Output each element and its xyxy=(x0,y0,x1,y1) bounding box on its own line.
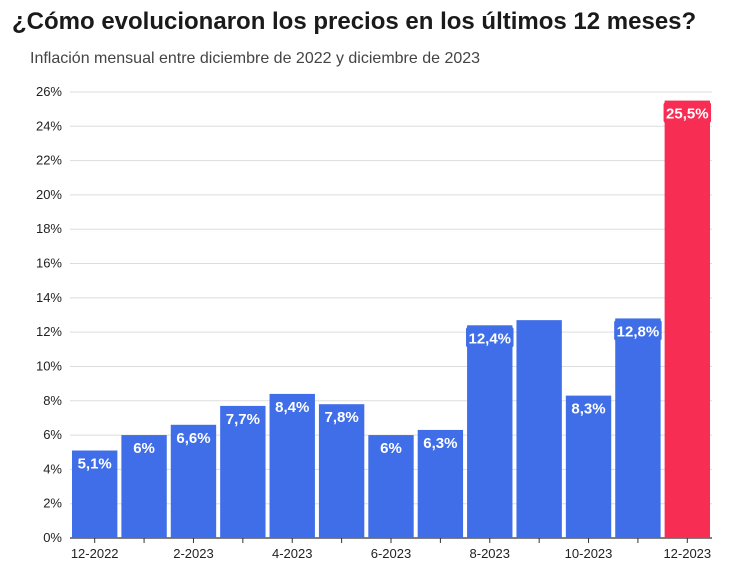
data-label: 6% xyxy=(133,440,155,457)
y-tick-label: 14% xyxy=(36,290,62,305)
data-label-bg xyxy=(223,407,263,428)
y-tick-label: 10% xyxy=(36,358,62,373)
data-label: 25,5% xyxy=(666,106,709,123)
x-tick-label: 8-2023 xyxy=(470,546,510,561)
data-label: 12,4% xyxy=(468,330,511,347)
y-tick-label: 8% xyxy=(43,393,62,408)
bar-12-2023 xyxy=(664,100,710,539)
data-label-bg xyxy=(322,406,362,427)
y-tick-label: 26% xyxy=(36,84,62,99)
data-label-bg xyxy=(75,452,115,473)
bar-4-2023 xyxy=(269,393,315,538)
y-tick-label: 22% xyxy=(36,153,62,168)
data-label: 8,4% xyxy=(275,399,309,416)
data-label-bg xyxy=(133,437,155,458)
data-label: 6,6% xyxy=(176,430,210,447)
data-label-bg xyxy=(466,327,514,348)
x-tick-label: 12-2023 xyxy=(663,546,711,561)
data-label-bg xyxy=(174,426,213,447)
y-tick-label: 6% xyxy=(43,427,62,442)
bar-3-2023 xyxy=(220,405,266,538)
y-tick-label: 18% xyxy=(36,221,62,236)
chart-title: ¿Cómo evolucionaron los precios en los ú… xyxy=(12,8,697,35)
data-label: 7,7% xyxy=(226,411,260,428)
data-label: 6% xyxy=(380,440,402,457)
data-label-bg xyxy=(420,431,460,452)
data-label-bg xyxy=(663,102,712,123)
data-label: 8,3% xyxy=(571,401,605,418)
bar-5-2023 xyxy=(318,404,365,538)
y-tick-label: 12% xyxy=(36,324,62,339)
y-tick-label: 16% xyxy=(36,256,62,271)
y-axis: 0% 2% 4% 6% 8% 10% 12% 14% 16% 18% 20% 22% 24% 26% xyxy=(36,84,62,545)
data-label: 6,3% xyxy=(423,435,457,452)
bar-8-2023 xyxy=(467,325,513,538)
data-label: 5,1% xyxy=(78,456,112,473)
data-label-bg xyxy=(272,395,312,416)
x-tick-label: 2-2023 xyxy=(173,546,213,561)
y-tick-label: 4% xyxy=(43,461,62,476)
bar-11-2023 xyxy=(615,318,661,538)
data-label-bg xyxy=(569,397,608,418)
data-label: 12,8% xyxy=(617,323,660,340)
data-label-bg xyxy=(380,437,402,458)
y-tick-label: 0% xyxy=(43,530,62,545)
y-tick-label: 20% xyxy=(36,187,62,202)
bar-10-2023 xyxy=(565,395,612,538)
data-labels: 5,1% 6% 6,6% 7,7% 8,4% 7,8% 6% 6,3% 12,4% 8,3% 12,… xyxy=(75,102,712,473)
bar-9-2023 xyxy=(516,320,562,538)
x-tick-label: 4-2023 xyxy=(272,546,312,561)
data-label: 7,8% xyxy=(325,409,359,426)
chart-subtitle: Inflación mensual entre diciembre de 202… xyxy=(30,50,481,67)
y-tick-label: 24% xyxy=(36,118,62,133)
y-tick-label: 2% xyxy=(43,496,62,511)
bars xyxy=(72,100,710,539)
x-tick-label: 12-2022 xyxy=(71,546,119,561)
x-tick-label: 10-2023 xyxy=(565,546,613,561)
x-axis: 12-2022 2-2023 4-2023 6-2023 8-2023 10-2023 12… xyxy=(71,538,711,561)
x-tick-label: 6-2023 xyxy=(371,546,411,561)
data-label-bg xyxy=(614,320,662,341)
